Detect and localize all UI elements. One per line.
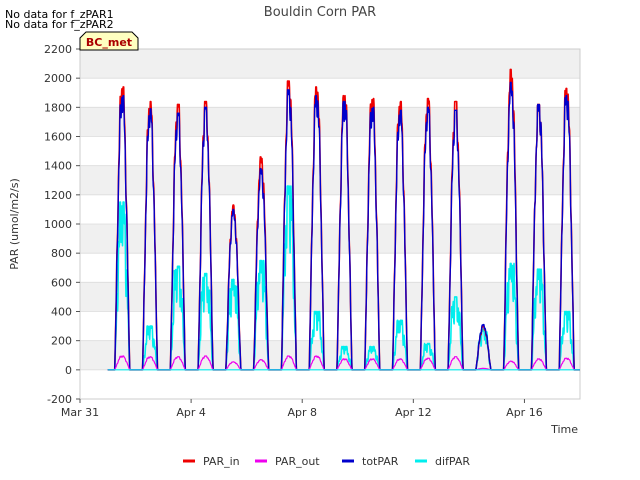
badge-label: BC_met bbox=[86, 36, 132, 49]
x-axis-ticks: Mar 31 Apr 4 Apr 8 Apr 12 Apr 16 bbox=[61, 399, 543, 419]
y-tick-label: 1000 bbox=[44, 218, 72, 231]
y-tick-label: 2200 bbox=[44, 43, 72, 56]
legend: PAR_in PAR_out totPAR difPAR bbox=[183, 455, 470, 468]
y-axis-ticks: -200 0 200 400 600 800 1000 1200 1400 1600 1800 200… bbox=[44, 43, 80, 406]
chart-title: Bouldin Corn PAR bbox=[264, 5, 376, 20]
legend-label-totPAR: totPAR bbox=[362, 455, 399, 468]
y-tick-label: 800 bbox=[51, 247, 72, 260]
y-tick-label: 0 bbox=[65, 364, 72, 377]
plot-background-bands bbox=[80, 49, 580, 370]
plot-band bbox=[80, 165, 580, 195]
y-tick-label: 600 bbox=[51, 276, 72, 289]
y-tick-label: 1400 bbox=[44, 160, 72, 173]
no-data-note-1: No data for f_zPAR1 bbox=[5, 8, 114, 21]
no-data-note-2: No data for f_zPAR2 bbox=[5, 18, 114, 31]
x-tick-label: Apr 12 bbox=[395, 406, 432, 419]
y-tick-label: 1600 bbox=[44, 131, 72, 144]
y-tick-label: 1200 bbox=[44, 189, 72, 202]
y-tick-label: 200 bbox=[51, 335, 72, 348]
x-tick-label: Mar 31 bbox=[61, 406, 99, 419]
x-tick-label: Apr 16 bbox=[506, 406, 543, 419]
plot-band bbox=[80, 107, 580, 137]
y-tick-label: 1800 bbox=[44, 101, 72, 114]
series-lines bbox=[107, 68, 581, 371]
x-tick-label: Apr 4 bbox=[176, 406, 206, 419]
y-tick-label: -200 bbox=[47, 393, 72, 406]
y-axis-label: PAR (umol/m2/s) bbox=[8, 178, 21, 270]
x-tick-label: Apr 8 bbox=[287, 406, 317, 419]
y-tick-label: 2000 bbox=[44, 72, 72, 85]
legend-label-PAR_out: PAR_out bbox=[275, 455, 320, 468]
y-tick-label: 400 bbox=[51, 306, 72, 319]
badge-shape bbox=[79, 31, 139, 51]
badge: BC_met bbox=[79, 31, 139, 51]
legend-label-difPAR: difPAR bbox=[435, 455, 470, 468]
plot-band bbox=[80, 49, 580, 79]
plot-band bbox=[80, 282, 580, 312]
legend-label-PAR_in: PAR_in bbox=[203, 455, 240, 468]
plot-band bbox=[80, 340, 580, 370]
plot-band bbox=[80, 224, 580, 254]
x-axis-label: Time bbox=[550, 423, 578, 436]
